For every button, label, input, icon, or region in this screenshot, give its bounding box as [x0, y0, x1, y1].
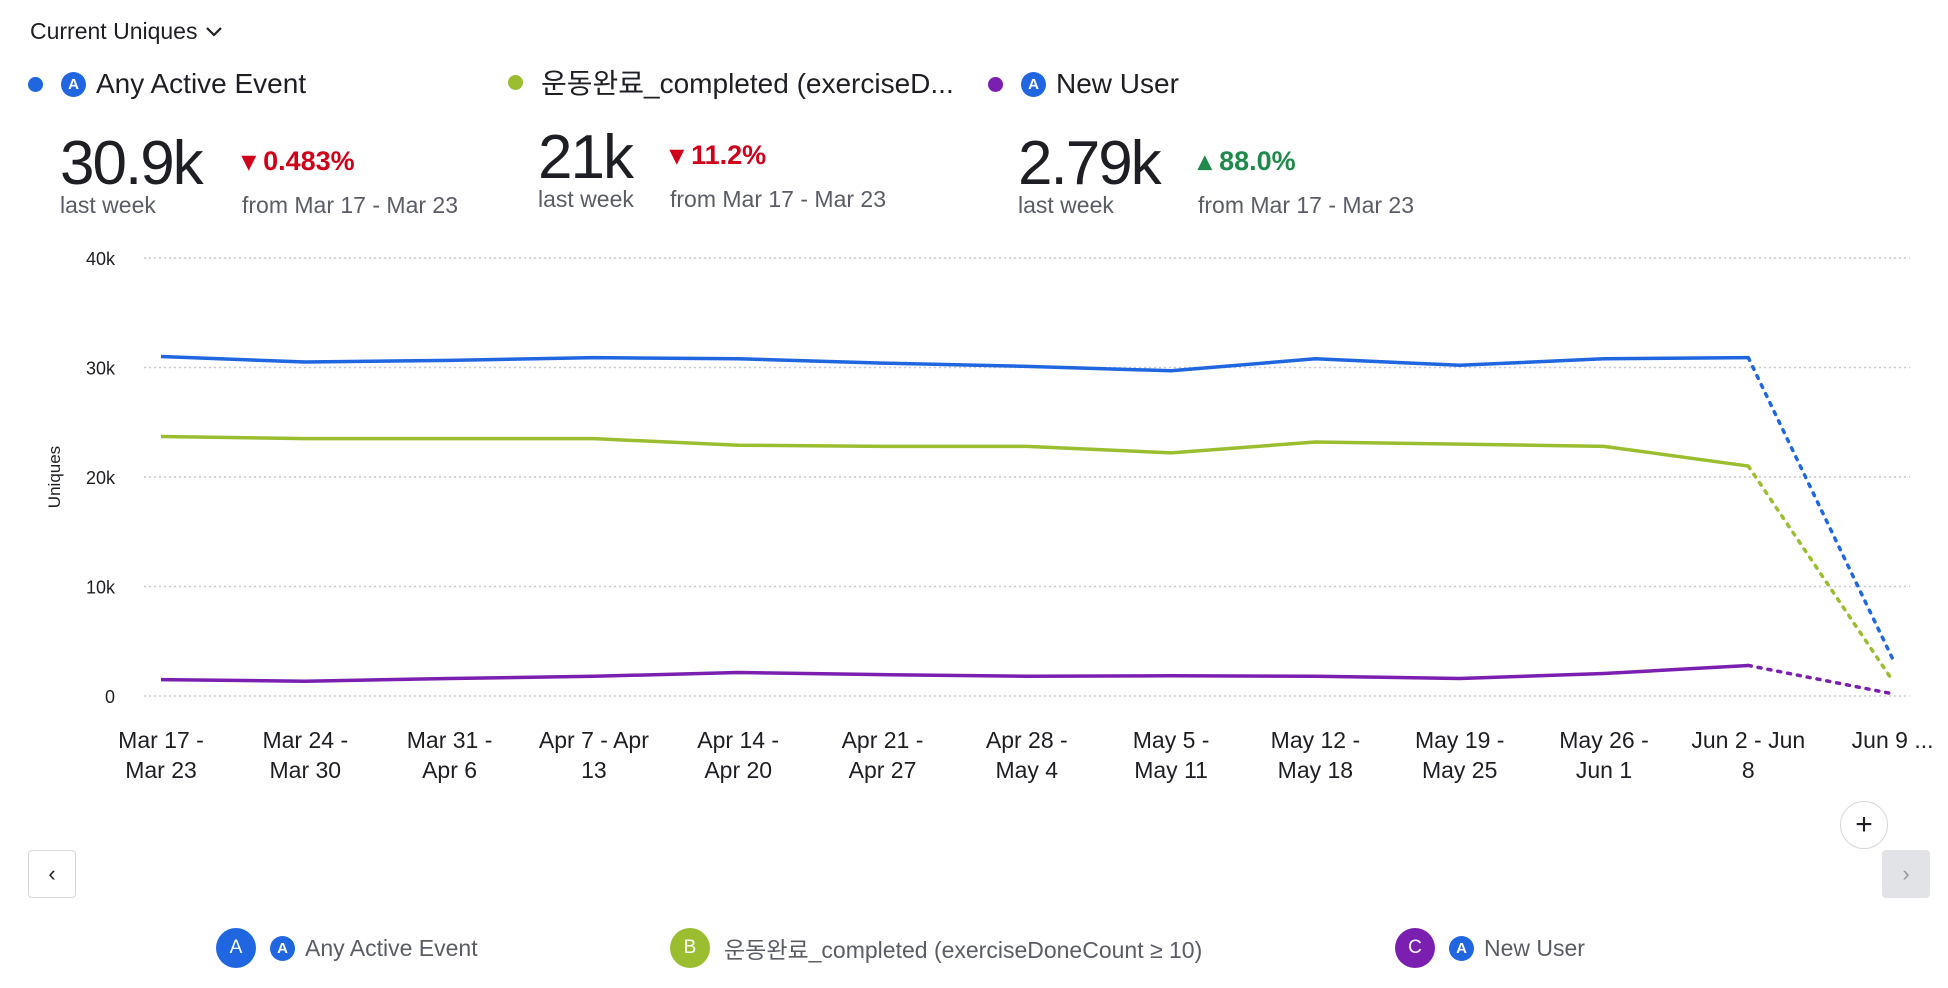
- card-title: New User: [1056, 68, 1179, 99]
- series-line: [160, 663, 1749, 683]
- x-tick-label: Apr 27: [849, 757, 917, 783]
- y-tick-label: 0: [105, 687, 115, 707]
- card-change: ▾ 0.483%: [242, 146, 355, 176]
- card-value: 21k: [538, 123, 634, 192]
- metric-dropdown-label: Current Uniques: [30, 18, 198, 44]
- y-axis-label: Uniques: [45, 446, 64, 508]
- legend-label: 운동완료_completed (exerciseDoneCount ≥ 10): [724, 937, 1203, 963]
- card-period: last week: [60, 192, 156, 218]
- series-incomplete-segment: [1746, 355, 1895, 661]
- amplitude-icon: A: [61, 71, 86, 97]
- x-tick-label: 8: [1742, 757, 1755, 783]
- summary-card-a: A Any Active Event 30.9k ▾ 0.483% last we…: [28, 68, 458, 218]
- x-tick-label: May 25: [1422, 757, 1497, 783]
- x-tick-label: Jun 9 ...: [1852, 727, 1934, 753]
- x-tick-label: May 11: [1134, 757, 1208, 783]
- x-tick-label: May 5 -: [1133, 727, 1210, 753]
- card-value: 2.79k: [1018, 129, 1162, 198]
- summary-card-b: 운동완료_completed (exerciseD... 21k ▾ 11.2%…: [508, 62, 954, 212]
- series-incomplete-segment: [1746, 663, 1895, 696]
- legend-item-c[interactable]: C A New User: [1395, 928, 1585, 968]
- legend-badge: C: [1395, 928, 1435, 968]
- chevron-down-icon: [206, 26, 223, 37]
- x-tick-label: Mar 30: [270, 757, 342, 783]
- x-tick-label: May 4: [995, 757, 1058, 783]
- scroll-left-button[interactable]: ‹: [28, 850, 76, 898]
- y-tick-label: 10k: [86, 578, 116, 598]
- down-triangle-icon: ▾: [670, 140, 692, 170]
- series-dot: [28, 76, 43, 92]
- x-tick-label: Apr 20: [704, 757, 772, 783]
- y-tick-label: 30k: [86, 359, 116, 379]
- y-tick-label: 40k: [86, 249, 116, 269]
- x-tick-label: Apr 6: [422, 757, 477, 783]
- card-from: from Mar 17 - Mar 23: [1198, 192, 1414, 218]
- card-from: from Mar 17 - Mar 23: [242, 192, 458, 218]
- legend-badge: A: [216, 928, 256, 968]
- card-change: ▾ 11.2%: [670, 140, 767, 170]
- card-title: Any Active Event: [96, 68, 307, 99]
- summary-card-c: A New User 2.79k ▴ 88.0% last week from M…: [988, 68, 1414, 218]
- card-from: from Mar 17 - Mar 23: [670, 186, 886, 212]
- y-tick-label: 20k: [86, 468, 116, 488]
- legend-item-b[interactable]: B 운동완료_completed (exerciseDoneCount ≥ 10): [670, 928, 1202, 968]
- x-tick-label: Mar 23: [125, 757, 197, 783]
- x-tick-label: Apr 7 - Apr: [539, 727, 649, 753]
- card-period: last week: [538, 186, 634, 212]
- legend-label: New User: [1484, 934, 1585, 961]
- series-incomplete-segment: [1746, 464, 1895, 683]
- amplitude-icon: A: [270, 935, 295, 961]
- series-dot: [508, 74, 523, 90]
- x-tick-label: May 18: [1278, 757, 1353, 783]
- card-value: 30.9k: [60, 129, 204, 198]
- x-tick-label: May 19 -: [1415, 727, 1504, 753]
- down-triangle-icon: ▾: [242, 146, 264, 176]
- x-tick-label: Apr 28 -: [986, 727, 1068, 753]
- x-tick-label: Mar 17 -: [118, 727, 204, 753]
- x-tick-label: Apr 14 -: [697, 727, 779, 753]
- x-tick-label: Apr 21 -: [842, 727, 924, 753]
- x-tick-label: Jun 2 - Jun: [1691, 727, 1805, 753]
- metric-dropdown[interactable]: Current Uniques: [30, 18, 223, 45]
- card-title: 운동완료_completed (exerciseD...: [541, 68, 954, 99]
- amplitude-icon: A: [1021, 71, 1046, 97]
- x-tick-label: Jun 1: [1576, 757, 1632, 783]
- chevron-right-icon: ›: [1902, 861, 1910, 886]
- x-tick-label: May 26 -: [1559, 727, 1648, 753]
- series-line: [160, 434, 1749, 468]
- scroll-right-button[interactable]: ›: [1882, 850, 1930, 898]
- x-tick-label: 13: [581, 757, 607, 783]
- add-button[interactable]: +: [1840, 801, 1888, 849]
- x-tick-label: May 12 -: [1271, 727, 1360, 753]
- legend-badge: B: [670, 928, 710, 968]
- card-period: last week: [1018, 192, 1114, 218]
- amplitude-icon: A: [1449, 935, 1474, 961]
- plus-icon: +: [1855, 808, 1873, 841]
- card-change: ▴ 88.0%: [1198, 146, 1296, 176]
- up-triangle-icon: ▴: [1198, 146, 1220, 176]
- legend-label: Any Active Event: [305, 934, 478, 961]
- x-tick-label: Mar 31 -: [407, 727, 493, 753]
- chevron-left-icon: ‹: [48, 861, 56, 886]
- legend-item-a[interactable]: A A Any Active Event: [216, 928, 478, 968]
- series-dot: [988, 76, 1003, 92]
- series-line: [160, 354, 1749, 373]
- x-tick-label: Mar 24 -: [262, 727, 348, 753]
